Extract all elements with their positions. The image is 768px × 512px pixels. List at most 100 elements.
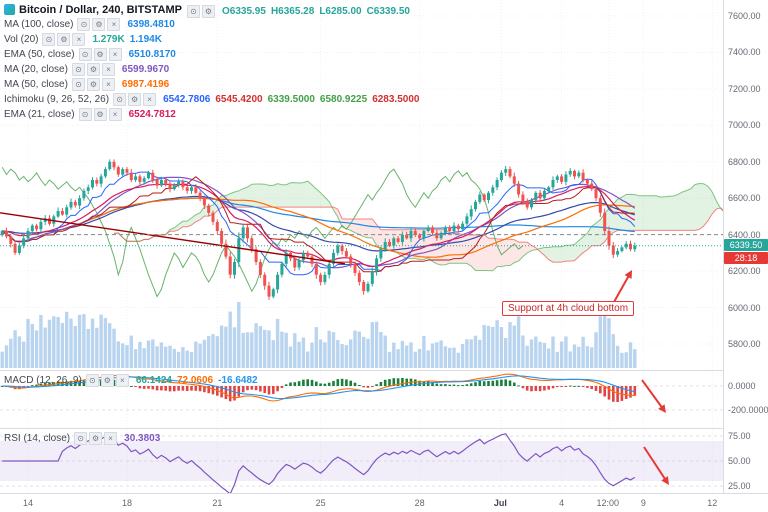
indicator-label: MA (100, close) bbox=[4, 19, 74, 30]
axis-label: 75.00 bbox=[728, 431, 751, 441]
settings-button[interactable]: ⚙ bbox=[93, 48, 107, 61]
settings-button[interactable]: ⚙ bbox=[100, 374, 114, 387]
eye-button[interactable]: ⊙ bbox=[42, 33, 56, 46]
axis-label: 6000.00 bbox=[728, 302, 761, 313]
indicator-legend-row: EMA (50, close) ⊙ ⚙ × 6510.8170 bbox=[4, 47, 419, 62]
last-price-badge: 6339.50 bbox=[724, 238, 768, 251]
axis-label: 7200.00 bbox=[728, 83, 761, 94]
settings-button[interactable]: ⚙ bbox=[57, 33, 71, 46]
axis-label: 7400.00 bbox=[728, 47, 761, 58]
eye-button[interactable]: ⊙ bbox=[77, 18, 91, 31]
close-button[interactable]: × bbox=[107, 18, 121, 31]
indicator-label: EMA (50, close) bbox=[4, 49, 75, 60]
close-button[interactable]: × bbox=[101, 63, 115, 76]
axis-label: -200.0000 bbox=[728, 405, 768, 415]
axis-label: 6600.00 bbox=[728, 193, 761, 204]
indicator-value: 6545.4200 bbox=[215, 94, 263, 105]
time-label: 12:00 bbox=[596, 498, 619, 508]
indicator-value: 6339.5000 bbox=[267, 94, 315, 105]
axis-label: 6200.00 bbox=[728, 266, 761, 277]
price-axis[interactable]: 7600.00 7400.00 7200.00 7000.00 6800.00 6600.… bbox=[723, 0, 768, 493]
bar-countdown-badge: 28:18 bbox=[724, 251, 768, 264]
ohlc-value: C6339.50 bbox=[366, 5, 410, 17]
indicator-label: EMA (21, close) bbox=[4, 109, 75, 120]
time-label: Jul bbox=[493, 498, 507, 508]
symbol-logo-icon bbox=[4, 4, 15, 15]
indicator-legend-row: RSI (14, close) ⊙ ⚙ × 30.3803 bbox=[4, 431, 160, 446]
indicator-value: 6398.4810 bbox=[127, 19, 175, 30]
axis-label: 25.00 bbox=[728, 481, 751, 491]
time-label: 9 bbox=[640, 498, 646, 508]
close-button[interactable]: × bbox=[108, 108, 122, 121]
indicator-label: RSI (14, close) bbox=[4, 433, 71, 444]
axis-label: 7000.00 bbox=[728, 120, 761, 131]
ohlc-value: L6285.00 bbox=[319, 5, 362, 17]
rsi-legend: RSI (14, close) ⊙ ⚙ × 30.3803 bbox=[4, 431, 160, 446]
close-button[interactable]: × bbox=[108, 48, 122, 61]
macd-legend: MACD (12, 26, 9) ⊙ ⚙ × 66.1424 72.0606 -16.648… bbox=[4, 373, 258, 388]
settings-button[interactable]: ⚙ bbox=[92, 18, 106, 31]
eye-button[interactable]: ⊙ bbox=[78, 48, 92, 61]
eye-button[interactable]: ⊙ bbox=[187, 5, 200, 18]
time-label: 14 bbox=[22, 498, 33, 508]
settings-button[interactable]: ⚙ bbox=[86, 63, 100, 76]
ohlc-value: H6365.28 bbox=[270, 5, 315, 17]
indicator-label: Ichimoku (9, 26, 52, 26) bbox=[4, 94, 110, 105]
eye-button[interactable]: ⊙ bbox=[85, 374, 99, 387]
time-label: 4 bbox=[559, 498, 565, 508]
indicator-value: 30.3803 bbox=[124, 433, 161, 444]
indicator-value: -16.6482 bbox=[218, 375, 258, 386]
axis-label: 0.0000 bbox=[728, 381, 756, 391]
indicator-legend-row: MA (50, close) ⊙ ⚙ × 6987.4196 bbox=[4, 77, 419, 92]
axis-label: 5800.00 bbox=[728, 338, 761, 349]
axis-label: 7600.00 bbox=[728, 11, 761, 21]
time-axis[interactable]: 14 18 21 25 28 Jul 4 12:00 9 12 bbox=[0, 493, 768, 512]
time-label: 21 bbox=[212, 498, 223, 508]
time-label: 12 bbox=[707, 498, 718, 508]
indicator-value: 6542.7806 bbox=[163, 94, 211, 105]
axis-label: 6800.00 bbox=[728, 156, 761, 167]
indicator-label: MA (50, close) bbox=[4, 79, 68, 90]
indicator-value: 6987.4196 bbox=[121, 79, 170, 90]
symbol-title-row: Bitcoin / Dollar, 240, BITSTAMP ⊙ ⚙ O6335… bbox=[4, 2, 419, 18]
indicator-value: 1.194K bbox=[129, 34, 162, 45]
eye-button[interactable]: ⊙ bbox=[71, 63, 85, 76]
indicator-label: Vol (20) bbox=[4, 34, 39, 45]
settings-button[interactable]: ⚙ bbox=[86, 78, 100, 91]
eye-button[interactable]: ⊙ bbox=[74, 432, 88, 445]
indicator-value: 66.1424 bbox=[135, 375, 172, 386]
indicator-legend-row: Ichimoku (9, 26, 52, 26) ⊙ ⚙ × 6542.7806 6545… bbox=[4, 92, 419, 107]
settings-button[interactable]: ⚙ bbox=[89, 432, 103, 445]
close-button[interactable]: × bbox=[115, 374, 129, 387]
indicator-value: 6599.9670 bbox=[121, 64, 170, 75]
eye-button[interactable]: ⊙ bbox=[113, 93, 127, 106]
indicator-legend-row: MA (100, close) ⊙ ⚙ × 6398.4810 bbox=[4, 17, 419, 32]
close-button[interactable]: × bbox=[143, 93, 157, 106]
annotation-support-label[interactable]: Support at 4h cloud bottom bbox=[502, 301, 635, 316]
indicator-legend-row: MACD (12, 26, 9) ⊙ ⚙ × 66.1424 72.0606 -16.648… bbox=[4, 373, 258, 388]
time-label: 25 bbox=[315, 498, 326, 508]
settings-button[interactable]: ⚙ bbox=[202, 5, 215, 18]
close-button[interactable]: × bbox=[101, 78, 115, 91]
indicator-legend-row: EMA (21, close) ⊙ ⚙ × 6524.7812 bbox=[4, 107, 419, 122]
settings-button[interactable]: ⚙ bbox=[128, 93, 142, 106]
axis-label: 6400.00 bbox=[728, 229, 761, 240]
axis-label: 50.00 bbox=[728, 456, 751, 466]
indicator-value: 6524.7812 bbox=[128, 109, 176, 120]
indicator-value: 6580.9225 bbox=[319, 94, 368, 105]
indicator-legend: Bitcoin / Dollar, 240, BITSTAMP ⊙ ⚙ O6335… bbox=[4, 2, 419, 122]
indicator-legend-row: MA (20, close) ⊙ ⚙ × 6599.9670 bbox=[4, 62, 419, 77]
indicator-label: MACD (12, 26, 9) bbox=[4, 375, 82, 386]
eye-button[interactable]: ⊙ bbox=[71, 78, 85, 91]
settings-button[interactable]: ⚙ bbox=[93, 108, 107, 121]
symbol-title: Bitcoin / Dollar, 240, BITSTAMP bbox=[19, 3, 182, 16]
time-label: 18 bbox=[121, 498, 132, 508]
close-button[interactable]: × bbox=[72, 33, 86, 46]
close-button[interactable]: × bbox=[104, 432, 118, 445]
indicator-value: 6510.8170 bbox=[128, 49, 176, 60]
time-label: 28 bbox=[414, 498, 425, 508]
eye-button[interactable]: ⊙ bbox=[78, 108, 92, 121]
indicator-value: 6283.5000 bbox=[372, 94, 420, 105]
